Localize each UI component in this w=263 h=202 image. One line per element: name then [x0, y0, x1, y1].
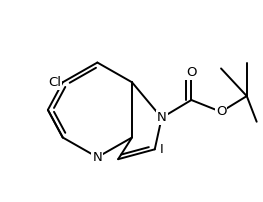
Text: I: I [159, 143, 163, 156]
Text: N: N [93, 151, 102, 164]
Text: N: N [157, 111, 166, 124]
Text: Cl: Cl [48, 76, 62, 89]
Text: O: O [216, 105, 226, 118]
Text: O: O [186, 66, 197, 79]
